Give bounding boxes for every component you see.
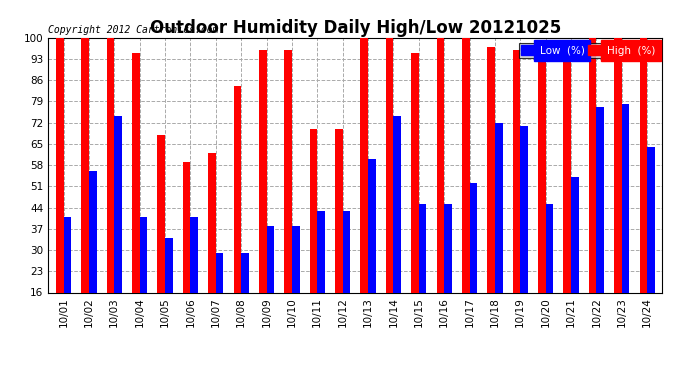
Bar [622, 104, 629, 341]
Bar [640, 38, 647, 341]
Bar [495, 123, 502, 341]
Bar [437, 38, 444, 341]
Text: Copyright 2012 Cartronics.com: Copyright 2012 Cartronics.com [48, 25, 219, 35]
Bar [284, 50, 292, 341]
Bar [292, 226, 299, 341]
Bar [259, 50, 266, 341]
Bar [139, 217, 147, 341]
Bar [310, 129, 317, 341]
Bar [386, 38, 393, 341]
Bar [183, 162, 190, 341]
Legend: Low  (%), High  (%): Low (%), High (%) [519, 43, 657, 58]
Bar [444, 204, 452, 341]
Bar [564, 53, 571, 341]
Bar [335, 129, 343, 341]
Bar [546, 204, 553, 341]
Bar [241, 253, 249, 341]
Bar [81, 38, 89, 341]
Bar [107, 38, 115, 341]
Bar [411, 53, 419, 341]
Bar [216, 253, 224, 341]
Bar [89, 171, 97, 341]
Bar [157, 135, 165, 341]
Title: Outdoor Humidity Daily High/Low 20121025: Outdoor Humidity Daily High/Low 20121025 [150, 20, 561, 38]
Bar [513, 50, 520, 341]
Bar [343, 210, 351, 341]
Bar [233, 86, 242, 341]
Bar [589, 38, 596, 341]
Bar [360, 38, 368, 341]
Bar [487, 46, 495, 341]
Bar [208, 153, 216, 341]
Bar [520, 126, 528, 341]
Bar [647, 147, 655, 341]
Bar [115, 116, 122, 341]
Bar [368, 159, 375, 341]
Bar [614, 38, 622, 341]
Bar [317, 210, 325, 341]
Bar [266, 226, 274, 341]
Bar [393, 116, 401, 341]
Bar [462, 38, 469, 341]
Bar [469, 183, 477, 341]
Bar [190, 217, 198, 341]
Bar [538, 50, 546, 341]
Bar [571, 177, 579, 341]
Bar [165, 238, 172, 341]
Bar [63, 217, 71, 341]
Bar [132, 53, 139, 341]
Bar [419, 204, 426, 341]
Bar [56, 38, 63, 341]
Bar [596, 107, 604, 341]
